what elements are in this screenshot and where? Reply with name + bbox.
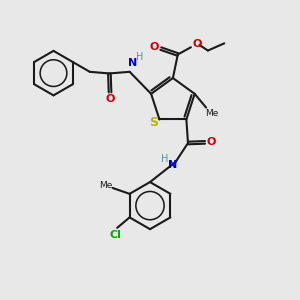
Text: Cl: Cl [110, 230, 122, 240]
Text: S: S [149, 116, 158, 129]
Text: Me: Me [99, 181, 112, 190]
Text: O: O [192, 39, 202, 49]
Text: O: O [207, 137, 216, 147]
Text: O: O [105, 94, 115, 104]
Text: N: N [128, 58, 137, 68]
Text: H: H [161, 154, 169, 164]
Text: Me: Me [205, 109, 218, 118]
Text: N: N [168, 160, 178, 170]
Text: O: O [150, 42, 159, 52]
Text: H: H [136, 52, 144, 62]
